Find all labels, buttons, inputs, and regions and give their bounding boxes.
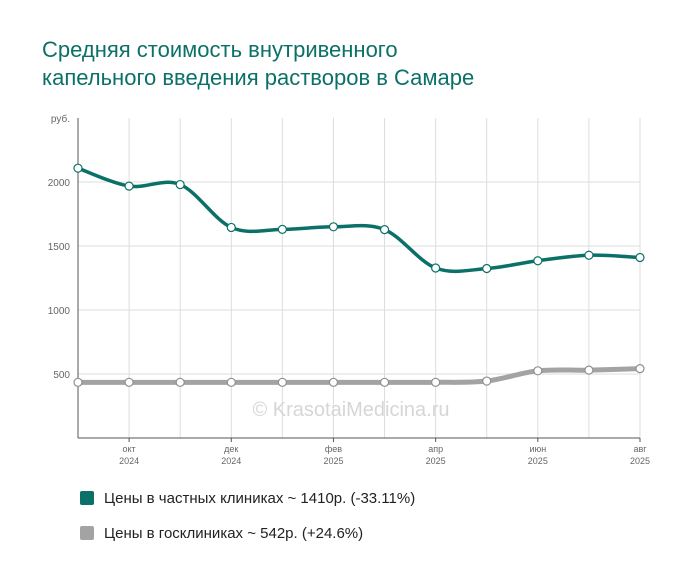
data-point-private (379, 225, 390, 235)
x-tick-label-year: 2024 (119, 456, 139, 466)
x-tick-label-month: фев (325, 444, 342, 454)
x-tick-label-year: 2025 (323, 456, 343, 466)
data-point-public (584, 365, 594, 375)
y-axis-unit-label: руб. (51, 113, 70, 125)
data-point-private (175, 179, 185, 190)
x-tick-label-month: авг (633, 444, 647, 454)
data-point-private (482, 263, 492, 274)
data-point-private (635, 252, 645, 263)
data-point-public (379, 377, 390, 387)
chart-title-line-2: капельного введения растворов в Самаре (42, 65, 475, 90)
data-point-public (533, 366, 543, 376)
series-line-public (75, 366, 643, 385)
chart-title-line-1: Средняя стоимость внутривенного (42, 37, 398, 62)
data-point-public (175, 377, 185, 387)
watermark: © KrasotaiMedicina.ru (252, 399, 449, 421)
data-point-public (226, 377, 236, 387)
y-tick-label: 2000 (48, 178, 71, 189)
chart-title: Средняя стоимость внутривенного капельно… (42, 36, 662, 92)
y-tick-label: 500 (53, 370, 70, 381)
data-point-private (124, 181, 134, 191)
data-point-private (431, 263, 441, 273)
data-point-public (431, 377, 441, 387)
data-point-public (73, 377, 83, 387)
data-point-private (584, 250, 594, 260)
x-tick-label-month: апр (428, 444, 443, 454)
series-line-private (76, 166, 642, 274)
legend-label-private: Цены в частных клиниках ~ 1410р. (-33.11… (104, 489, 416, 507)
data-point-private (533, 256, 543, 266)
x-tick-label-year: 2024 (221, 456, 241, 466)
x-tick-label-month: июн (529, 444, 546, 454)
y-tick-label: 1000 (48, 306, 71, 317)
legend-swatch-public (80, 526, 94, 540)
data-point-private (226, 222, 236, 233)
data-point-public (328, 377, 339, 387)
legend-label-public: Цены в госклиниках ~ 542р. (+24.6%) (104, 524, 364, 542)
x-tick-label-year: 2025 (426, 456, 446, 466)
x-tick-label-year: 2025 (630, 456, 650, 466)
data-point-public (277, 377, 287, 387)
data-point-public (635, 364, 645, 374)
x-tick-label-month: окт (123, 444, 136, 454)
x-tick-label-year: 2025 (528, 456, 548, 466)
x-tick-label-month: дек (224, 444, 238, 454)
y-tick-label: 1500 (48, 242, 71, 253)
legend-swatch-private (80, 491, 94, 505)
legend-item-private[interactable]: Цены в частных клиниках ~ 1410р. (-33.11… (80, 487, 640, 509)
data-point-private (328, 222, 339, 232)
data-point-private (73, 163, 83, 173)
legend-item-public[interactable]: Цены в госклиниках ~ 542р. (+24.6%) (80, 522, 640, 544)
data-point-public (482, 376, 492, 386)
data-point-private (277, 224, 287, 234)
data-point-public (124, 377, 134, 387)
